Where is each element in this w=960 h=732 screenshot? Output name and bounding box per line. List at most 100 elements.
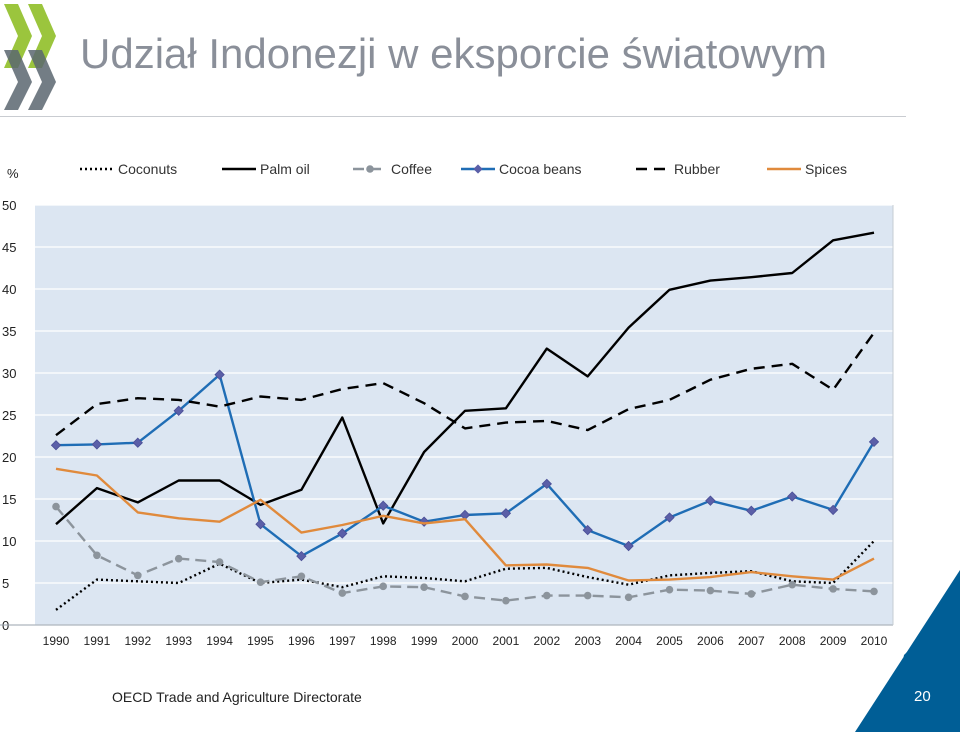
x-tick-label: 2008 (779, 634, 806, 648)
x-tick-label: 1997 (329, 634, 356, 648)
x-tick-label: 2006 (697, 634, 724, 648)
x-tick-label: 1992 (124, 634, 151, 648)
series-line-spices (55, 467, 875, 582)
data-point-coffee (624, 593, 633, 602)
y-axis-label: % (7, 166, 19, 181)
y-tick-label: 20 (2, 450, 16, 465)
series-line-coconuts (55, 540, 875, 611)
x-tick-label: 2000 (452, 634, 479, 648)
oecd-logo (4, 4, 56, 110)
x-tick-label: 1996 (288, 634, 315, 648)
data-point-coffee (52, 502, 60, 511)
legend-marker-coffee (366, 165, 374, 173)
legend-label-coffee: Coffee (391, 161, 432, 177)
data-point-coffee (297, 572, 306, 581)
series-line-rubber (55, 332, 875, 437)
logo-chevron-dark-1 (4, 50, 32, 110)
data-point-coffee (174, 554, 183, 563)
data-point-cocoa-beans (418, 516, 430, 527)
legend-label-rubber: Rubber (674, 161, 720, 177)
x-tick-label: 1990 (43, 634, 70, 648)
title-divider (0, 116, 906, 117)
series-layer (50, 231, 880, 611)
corner-shape-small (890, 600, 960, 732)
data-point-coffee (93, 551, 101, 560)
y-tick-label: 45 (2, 240, 16, 255)
data-point-cocoa-beans (623, 540, 634, 552)
data-point-cocoa-beans (827, 504, 839, 516)
gridlines (0, 204, 893, 626)
x-tick-label: 2001 (493, 634, 520, 648)
legend-item-coffee: Coffee (353, 161, 432, 177)
legend-item-rubber: Rubber (636, 161, 720, 177)
data-point-cocoa-beans (582, 524, 593, 536)
y-tick-label: 10 (2, 534, 16, 549)
legend-label-cocoa-beans: Cocoa beans (499, 161, 582, 177)
data-point-cocoa-beans (296, 550, 307, 562)
y-tick-label: 25 (2, 408, 16, 423)
y-tick-label: 5 (2, 576, 9, 591)
data-point-cocoa-beans (664, 512, 675, 523)
x-tick-label: 2010 (861, 634, 888, 648)
data-point-coffee (215, 558, 224, 566)
data-point-coffee (338, 589, 347, 597)
legend-item-spices: Spices (767, 161, 847, 177)
legend-label-palm-oil: Palm oil (260, 161, 310, 177)
data-point-coffee (829, 585, 837, 593)
x-tick-label: 1994 (206, 634, 233, 648)
series-coffee (52, 502, 878, 605)
data-point-coffee (788, 580, 796, 589)
data-point-coffee (706, 586, 715, 595)
series-rubber (55, 332, 875, 437)
axes: 0510152025303540455019901991199219931994… (0, 198, 894, 648)
x-tick-label: 2002 (533, 634, 560, 648)
data-point-coffee (502, 596, 510, 605)
data-point-cocoa-beans (868, 436, 880, 448)
data-point-cocoa-beans (173, 405, 184, 416)
y-tick-label: 30 (2, 366, 16, 381)
x-tick-label: 2005 (656, 634, 683, 648)
x-tick-label: 1991 (84, 634, 111, 648)
y-tick-label: 40 (2, 282, 16, 297)
x-tick-label: 1999 (411, 634, 438, 648)
data-point-cocoa-beans (214, 369, 225, 380)
data-point-cocoa-beans (746, 505, 757, 516)
legend-label-spices: Spices (805, 161, 847, 177)
data-point-coffee (134, 571, 142, 580)
footer-text: OECD Trade and Agriculture Directorate (112, 689, 362, 705)
series-palm-oil (55, 231, 875, 526)
data-point-cocoa-beans (378, 500, 389, 511)
slide-title: Udział Indonezji w eksporcie światowym (80, 30, 827, 77)
legend-item-palm-oil: Palm oil (222, 161, 310, 177)
logo-chevron-dark-2 (28, 50, 56, 110)
series-cocoa-beans (50, 369, 880, 562)
data-point-cocoa-beans (500, 508, 512, 519)
data-point-coffee (583, 591, 592, 600)
x-tick-label: 2007 (738, 634, 765, 648)
data-point-cocoa-beans (541, 478, 552, 490)
x-tick-label: 2009 (820, 634, 847, 648)
data-point-coffee (747, 590, 756, 598)
y-tick-label: 50 (2, 198, 16, 213)
data-point-coffee (461, 592, 469, 601)
legend-item-cocoa-beans: Cocoa beans (461, 161, 582, 177)
data-point-coffee (543, 591, 551, 600)
data-point-cocoa-beans (91, 439, 103, 450)
series-line-palm-oil (55, 231, 875, 526)
data-point-coffee (665, 585, 674, 594)
data-point-coffee (379, 582, 388, 591)
data-point-cocoa-beans (255, 519, 266, 530)
data-point-cocoa-beans (337, 528, 348, 539)
series-coconuts (55, 540, 875, 611)
x-tick-label: 1993 (165, 634, 192, 648)
data-point-coffee (256, 578, 265, 586)
data-point-cocoa-beans (787, 491, 798, 502)
y-tick-label: 15 (2, 492, 16, 507)
x-tick-label: 2003 (574, 634, 601, 648)
data-point-cocoa-beans (50, 440, 62, 451)
legend-marker-cocoa-beans (473, 164, 483, 174)
data-point-coffee (870, 587, 878, 596)
legend: Coconuts Palm oil Coffee Cocoa beans Rubber S… (80, 161, 847, 177)
